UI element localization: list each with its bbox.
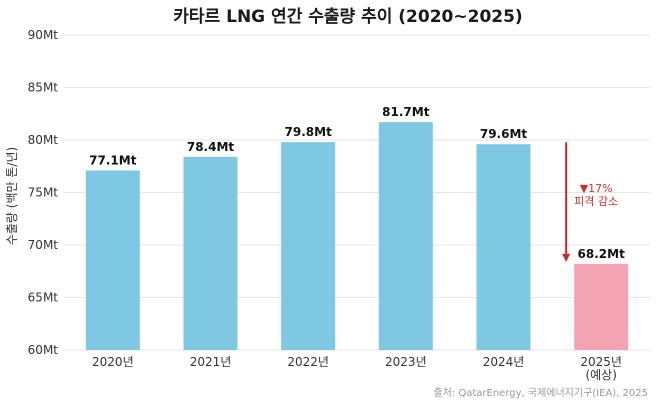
bar: [85, 170, 140, 350]
data-label: 68.2Mt: [578, 247, 626, 261]
y-tick-label: 75Mt: [28, 186, 59, 200]
data-label: 81.7Mt: [382, 105, 430, 119]
bar: [476, 144, 531, 350]
decline-annotation: ▼17%피격 감소: [562, 142, 618, 262]
y-tick-label: 80Mt: [28, 133, 59, 147]
y-tick-label: 70Mt: [28, 238, 59, 252]
data-label: 78.4Mt: [187, 140, 235, 154]
annotation-text: 피격 감소: [574, 195, 618, 208]
x-tick-label: 2023년: [385, 355, 427, 369]
source-note: 출처: QatarEnergy, 국제에너지기구(IEA), 2025: [433, 387, 648, 399]
x-tick-label: 2021년: [190, 355, 232, 369]
data-label: 79.8Mt: [285, 125, 333, 139]
annotation-arrow-head: [562, 253, 571, 262]
bar: [378, 122, 433, 351]
bar: [281, 142, 336, 350]
y-tick-label: 60Mt: [28, 343, 59, 357]
y-axis-label: 수출량 (백만 톤/년): [5, 147, 19, 245]
x-axis-ticks: 2020년 2021년 2022년 2023년 2024년 2025년(예상): [92, 355, 622, 382]
y-tick-label: 85Mt: [28, 81, 59, 95]
bar: [183, 156, 238, 350]
y-tick-label: 90Mt: [28, 28, 59, 42]
grid-lines: [64, 34, 650, 351]
data-label: 79.6Mt: [480, 127, 528, 141]
bar: [574, 263, 629, 350]
chart-title: 카타르 LNG 연간 수출량 추이 (2020~2025): [173, 7, 522, 27]
annotation-text: ▼17%: [580, 182, 613, 195]
x-tick-label: 2025년: [580, 355, 622, 369]
y-axis-ticks: 60Mt 65Mt 70Mt 75Mt 80Mt 85Mt 90Mt: [28, 28, 59, 357]
x-tick-label: (예상): [585, 368, 616, 382]
x-tick-label: 2024년: [483, 355, 525, 369]
y-tick-label: 65Mt: [28, 291, 59, 305]
x-tick-label: 2022년: [287, 355, 329, 369]
value-labels: 77.1Mt 78.4Mt 79.8Mt 81.7Mt 79.6Mt 68.2Mt: [89, 105, 625, 261]
x-tick-label: 2020년: [92, 355, 134, 369]
bars: [85, 122, 629, 351]
data-label: 77.1Mt: [89, 153, 137, 167]
